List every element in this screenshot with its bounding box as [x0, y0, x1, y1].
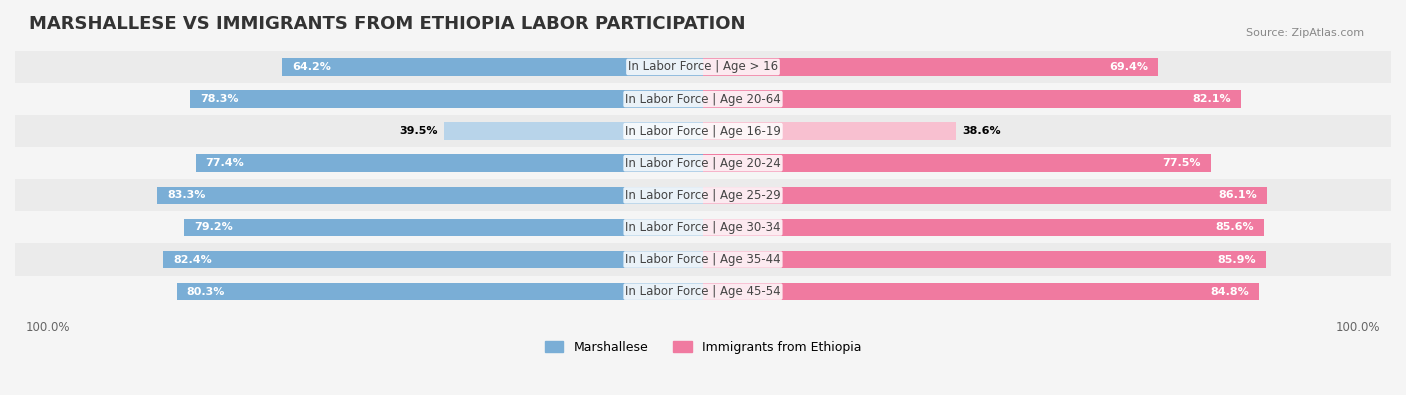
- Bar: [703, 122, 956, 140]
- Bar: [157, 186, 703, 204]
- Text: In Labor Force | Age 35-44: In Labor Force | Age 35-44: [626, 253, 780, 266]
- Text: In Labor Force | Age 16-19: In Labor Force | Age 16-19: [626, 125, 780, 137]
- Bar: [703, 58, 1157, 76]
- Text: In Labor Force | Age 25-29: In Labor Force | Age 25-29: [626, 189, 780, 202]
- Bar: [703, 90, 1241, 108]
- Bar: [15, 115, 1391, 147]
- Text: 82.4%: 82.4%: [173, 254, 212, 265]
- Bar: [15, 83, 1391, 115]
- Bar: [15, 276, 1391, 308]
- Bar: [195, 154, 703, 172]
- Bar: [15, 51, 1391, 83]
- Bar: [184, 218, 703, 236]
- Text: In Labor Force | Age 30-34: In Labor Force | Age 30-34: [626, 221, 780, 234]
- Text: 78.3%: 78.3%: [200, 94, 238, 104]
- Text: MARSHALLESE VS IMMIGRANTS FROM ETHIOPIA LABOR PARTICIPATION: MARSHALLESE VS IMMIGRANTS FROM ETHIOPIA …: [28, 15, 745, 33]
- Text: In Labor Force | Age > 16: In Labor Force | Age > 16: [628, 60, 778, 73]
- Bar: [703, 218, 1264, 236]
- Text: 83.3%: 83.3%: [167, 190, 205, 200]
- Text: 85.9%: 85.9%: [1218, 254, 1256, 265]
- Bar: [177, 283, 703, 301]
- Text: In Labor Force | Age 20-64: In Labor Force | Age 20-64: [626, 92, 780, 105]
- Text: 69.4%: 69.4%: [1109, 62, 1147, 72]
- Text: 82.1%: 82.1%: [1192, 94, 1232, 104]
- Text: 39.5%: 39.5%: [399, 126, 437, 136]
- Text: 85.6%: 85.6%: [1215, 222, 1254, 232]
- Text: 80.3%: 80.3%: [187, 287, 225, 297]
- Text: 79.2%: 79.2%: [194, 222, 232, 232]
- Bar: [444, 122, 703, 140]
- Text: In Labor Force | Age 20-24: In Labor Force | Age 20-24: [626, 157, 780, 170]
- Bar: [15, 211, 1391, 243]
- Bar: [163, 251, 703, 268]
- Text: Source: ZipAtlas.com: Source: ZipAtlas.com: [1246, 28, 1364, 38]
- Bar: [703, 251, 1265, 268]
- Text: 77.5%: 77.5%: [1163, 158, 1201, 168]
- Bar: [703, 154, 1211, 172]
- Bar: [190, 90, 703, 108]
- Text: 64.2%: 64.2%: [292, 62, 330, 72]
- Bar: [703, 283, 1258, 301]
- Bar: [15, 179, 1391, 211]
- Bar: [15, 147, 1391, 179]
- Text: 38.6%: 38.6%: [963, 126, 1001, 136]
- Bar: [283, 58, 703, 76]
- Bar: [703, 186, 1267, 204]
- Text: 86.1%: 86.1%: [1219, 190, 1257, 200]
- Text: In Labor Force | Age 45-54: In Labor Force | Age 45-54: [626, 285, 780, 298]
- Legend: Marshallese, Immigrants from Ethiopia: Marshallese, Immigrants from Ethiopia: [540, 336, 866, 359]
- Text: 77.4%: 77.4%: [205, 158, 245, 168]
- Bar: [15, 243, 1391, 276]
- Text: 84.8%: 84.8%: [1211, 287, 1249, 297]
